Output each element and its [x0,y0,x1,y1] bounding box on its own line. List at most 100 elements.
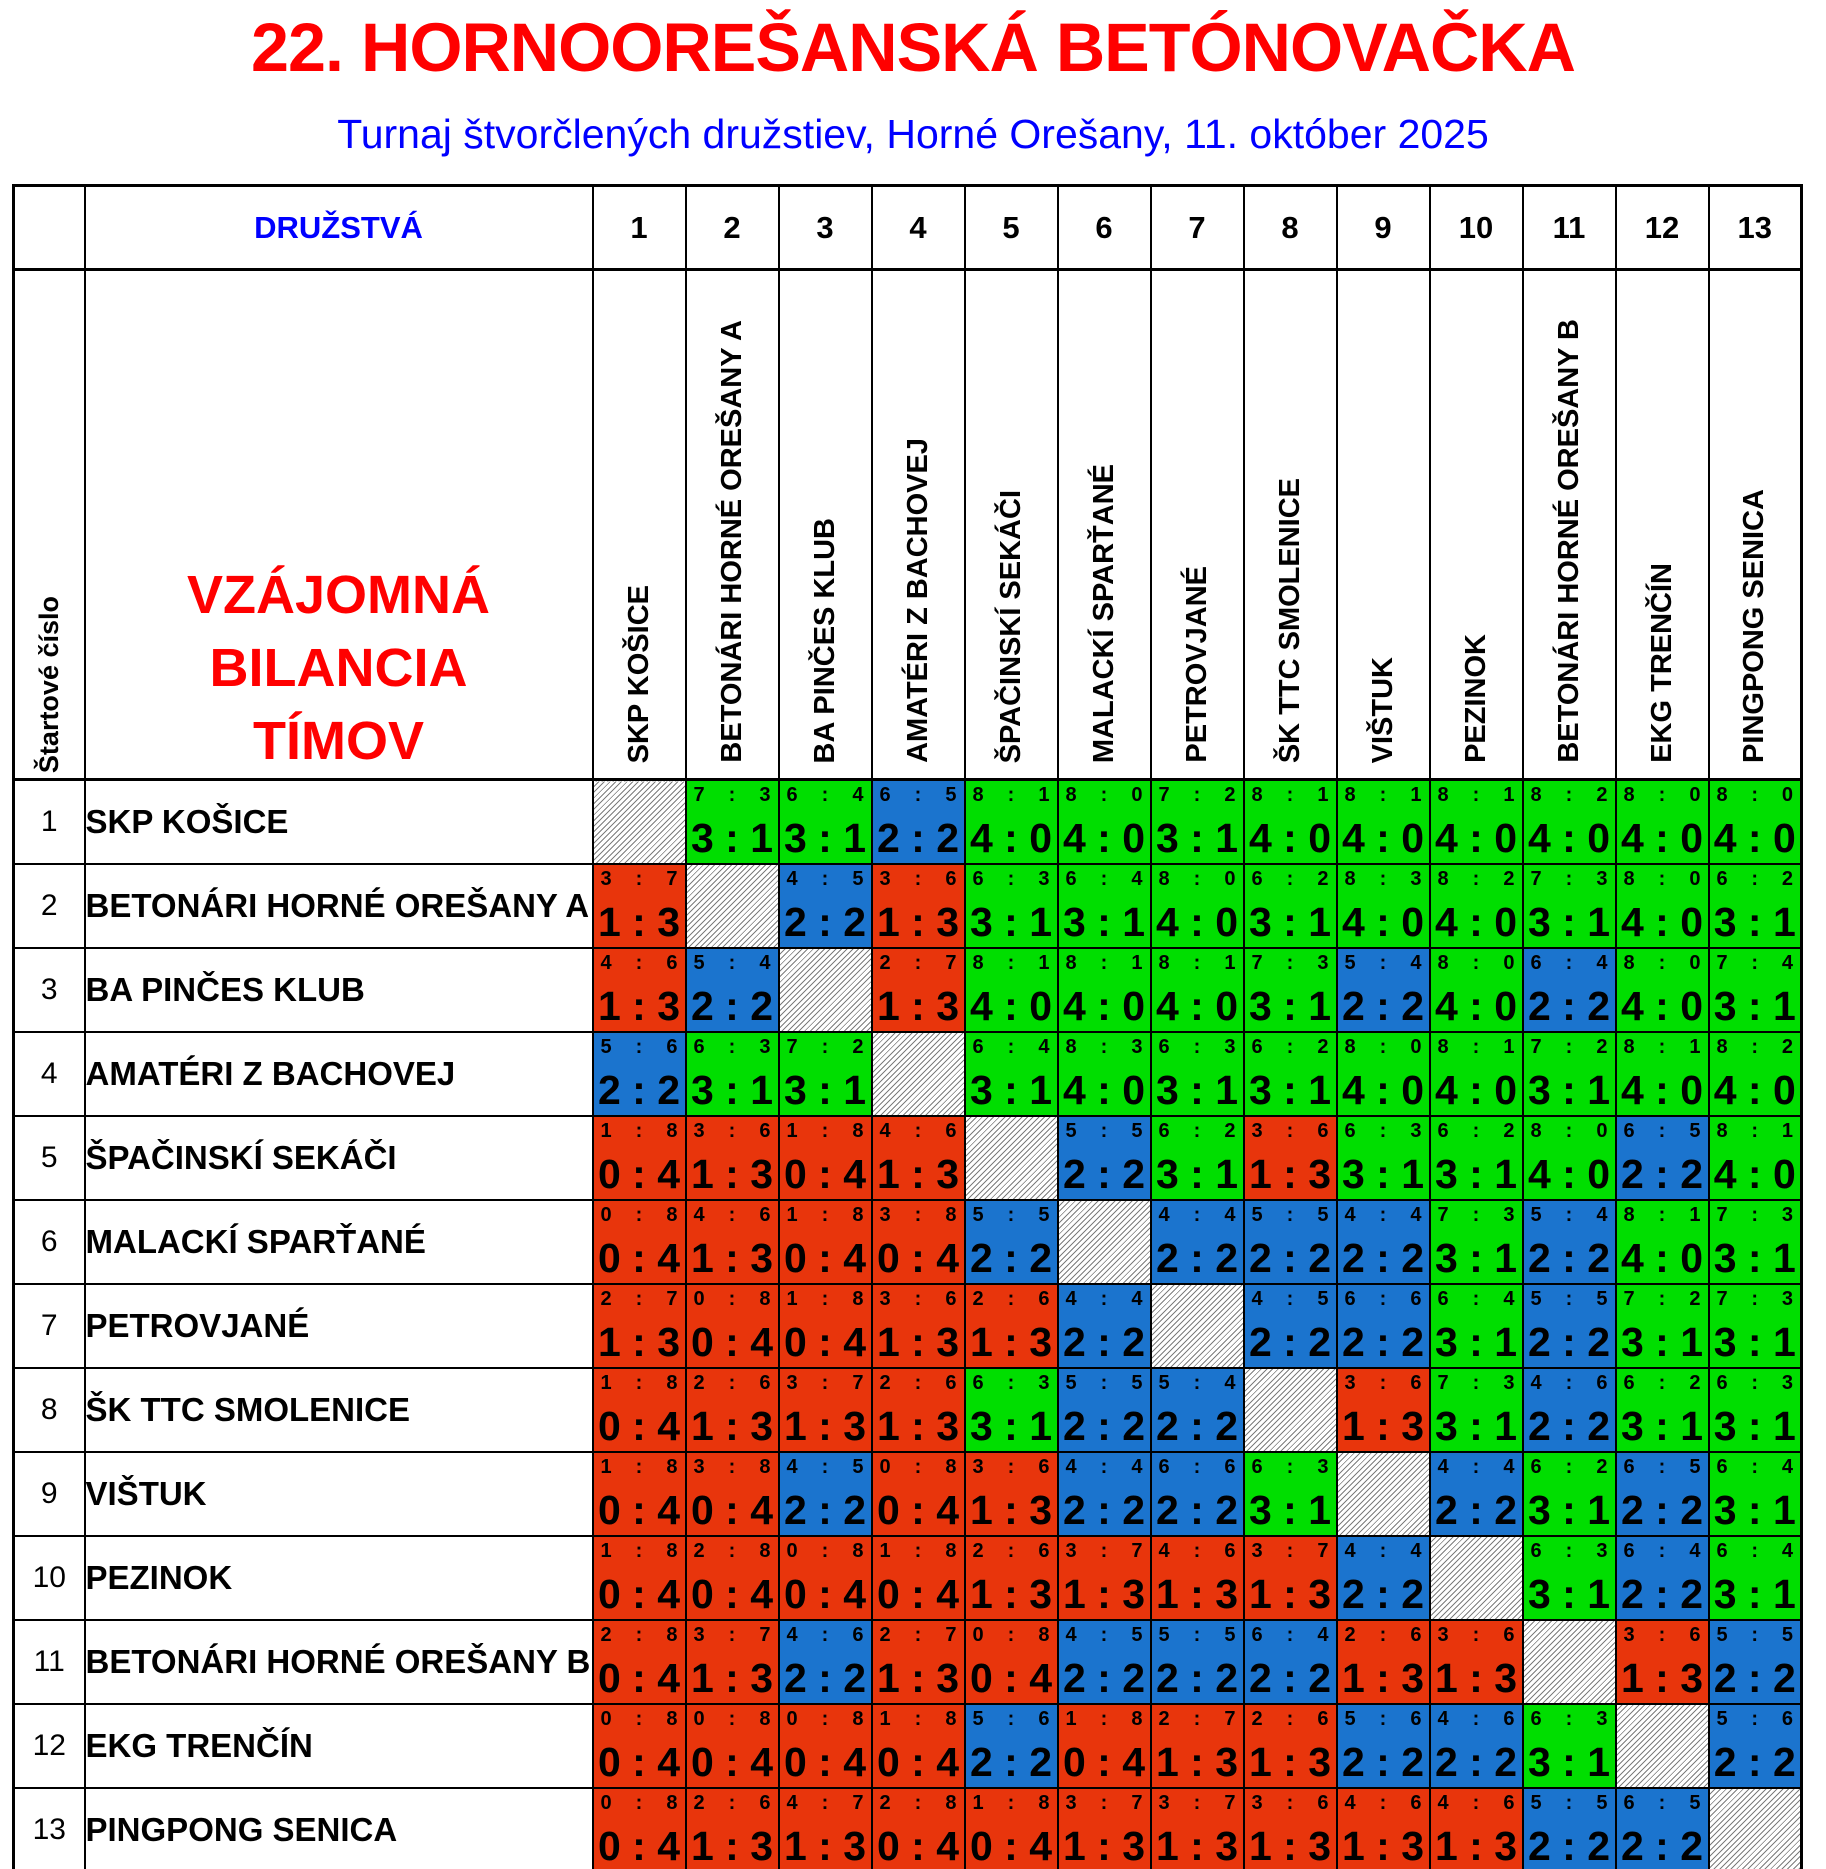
result-cell-content: 5: 4 2 : 2 [688,950,777,1030]
score-small-left: 3 [1251,1792,1263,1814]
result-cell-content: 1: 8 0 : 4 [595,1370,684,1450]
score-small-left: 8 [1623,952,1635,974]
score-small-colon: : [1472,1792,1480,1814]
team-name-cell: PEZINOK [83,1535,594,1621]
score-small: 3: 7 [1060,1790,1149,1813]
score-big: 1 : 3 [783,1823,867,1869]
result-cell: 2: 8 0 : 4 [591,1619,687,1705]
matrix-title-line: TÍMOV [253,711,424,772]
score-small-colon: : [821,1540,829,1562]
score-small-left: 8 [1251,784,1263,806]
score-small-left: 4 [1344,1792,1356,1814]
col-number-header: 3 [777,184,873,271]
score-small: 4: 6 [1525,1370,1614,1393]
result-cell-content: 8: 3 4 : 0 [1339,866,1428,946]
score-big: 2 : 2 [1248,1319,1332,1365]
result-cell-content: 8: 0 4 : 0 [1339,1034,1428,1114]
score-small-right: 7 [1224,1708,1236,1730]
score-small-left: 6 [1251,1036,1263,1058]
score-small-left: 6 [1623,1372,1635,1394]
col-number-header: 10 [1428,184,1524,271]
score-small: 4: 6 [1432,1706,1521,1729]
score-small: 5:5 [1525,1790,1614,1813]
score-small-left: 0 [693,1288,705,1310]
score-big: 3 : 1 [1341,1151,1425,1197]
result-cell-content: 7: 3 3 : 1 [1246,950,1335,1030]
result-cell-content: 3: 7 1 : 3 [1060,1538,1149,1618]
result-cell-content: 2: 6 1 : 3 [967,1538,1056,1618]
score-small-colon: : [1100,1456,1108,1478]
diagonal-cell [684,863,780,949]
result-cell: 1: 8 0 : 4 [870,1535,966,1621]
score-small-right: 6 [1224,1456,1236,1478]
score-small: 4: 7 [781,1790,870,1814]
score-big: 3 : 1 [1155,1067,1239,1113]
result-cell: 2: 7 1 : 3 [1149,1703,1245,1789]
score-big: 3 : 1 [1713,1235,1796,1281]
corner-cell [12,184,86,271]
score-small: 2: 6 [1339,1622,1428,1645]
score-small: 5:5 [1711,1622,1800,1645]
score-small-right: 6 [945,1120,957,1142]
score-small-left: 3 [1437,1624,1449,1646]
score-small-left: 1 [600,1540,612,1562]
row-number: 3 [12,947,86,1033]
score-big: 2 : 2 [1527,1823,1611,1869]
score-small: 4: 4 [1339,1538,1428,1561]
result-cell-content: 4: 6 1 : 3 [1153,1538,1242,1618]
result-cell-content: 3: 7 1 : 3 [1060,1790,1149,1869]
result-cell: 3: 8 0 : 4 [870,1199,966,1285]
result-cell-content: 7: 2 3 : 1 [1153,781,1242,862]
score-small-right: 6 [1410,1708,1422,1730]
score-big: 4 : 0 [1620,1067,1704,1113]
result-cell-content: 6: 3 3 : 1 [967,1370,1056,1450]
score-big: 3 : 1 [1434,1319,1518,1365]
score-small-left: 0 [972,1624,984,1646]
score-small: 8: 0 [1618,950,1707,974]
score-small-colon: : [1286,1288,1294,1310]
score-small: 5:5 [1525,1286,1614,1309]
result-cell-content: 3: 6 1 : 3 [874,1286,963,1366]
druzstva-header: DRUŽSTVÁ [83,184,594,271]
score-small: 4: 6 [688,1202,777,1225]
score-small-left: 1 [786,1204,798,1226]
result-cell-content: 6: 5 2 : 2 [1618,1790,1707,1869]
score-big: 2 : 2 [783,1487,867,1533]
score-small: 2: 7 [874,950,963,973]
result-cell-content: 8: 0 4 : 0 [1060,781,1149,862]
score-small-left: 3 [879,1288,891,1310]
score-small-right: 5 [1317,1204,1329,1226]
score-small-colon: : [1658,1036,1666,1058]
result-cell-content: 4: 7 1 : 3 [781,1790,870,1869]
team-column-header-cell: BETONÁRI HORNÉ OREŠANY A [684,268,780,781]
score-small: 5:5 [1246,1202,1335,1226]
score-small-right: 4 [1131,1456,1143,1478]
score-small: 5: 4 [1525,1202,1614,1225]
score-small-colon: : [1565,1036,1573,1058]
result-cell-content: 2: 6 1 : 3 [1246,1706,1335,1786]
score-big: 2 : 2 [1713,1739,1796,1785]
col-number-header: 9 [1335,184,1431,271]
score-small-left: 4 [786,1792,798,1814]
score-small-colon: : [635,1540,643,1562]
score-small: 6: 4 [967,1034,1056,1057]
score-small-right: 6 [1410,1792,1422,1814]
score-big: 1 : 3 [1341,1403,1425,1449]
score-small: 6: 5 [1618,1790,1707,1813]
row-number: 9 [12,1451,86,1537]
result-cell-content: 6: 3 3 : 1 [688,1034,777,1114]
result-cell: 1: 8 0 : 4 [1056,1703,1152,1789]
score-small-right: 3 [1224,1036,1236,1058]
score-small-right: 6 [945,868,957,890]
score-small-right: 6 [945,1372,957,1394]
score-small-colon: : [1751,1288,1759,1310]
team-column-header: BETONÁRI HORNÉ OREŠANY A [715,320,748,763]
score-small-left: 0 [879,1456,891,1478]
score-small-left: 2 [1251,1708,1263,1730]
score-small-right: 6 [759,1792,771,1814]
